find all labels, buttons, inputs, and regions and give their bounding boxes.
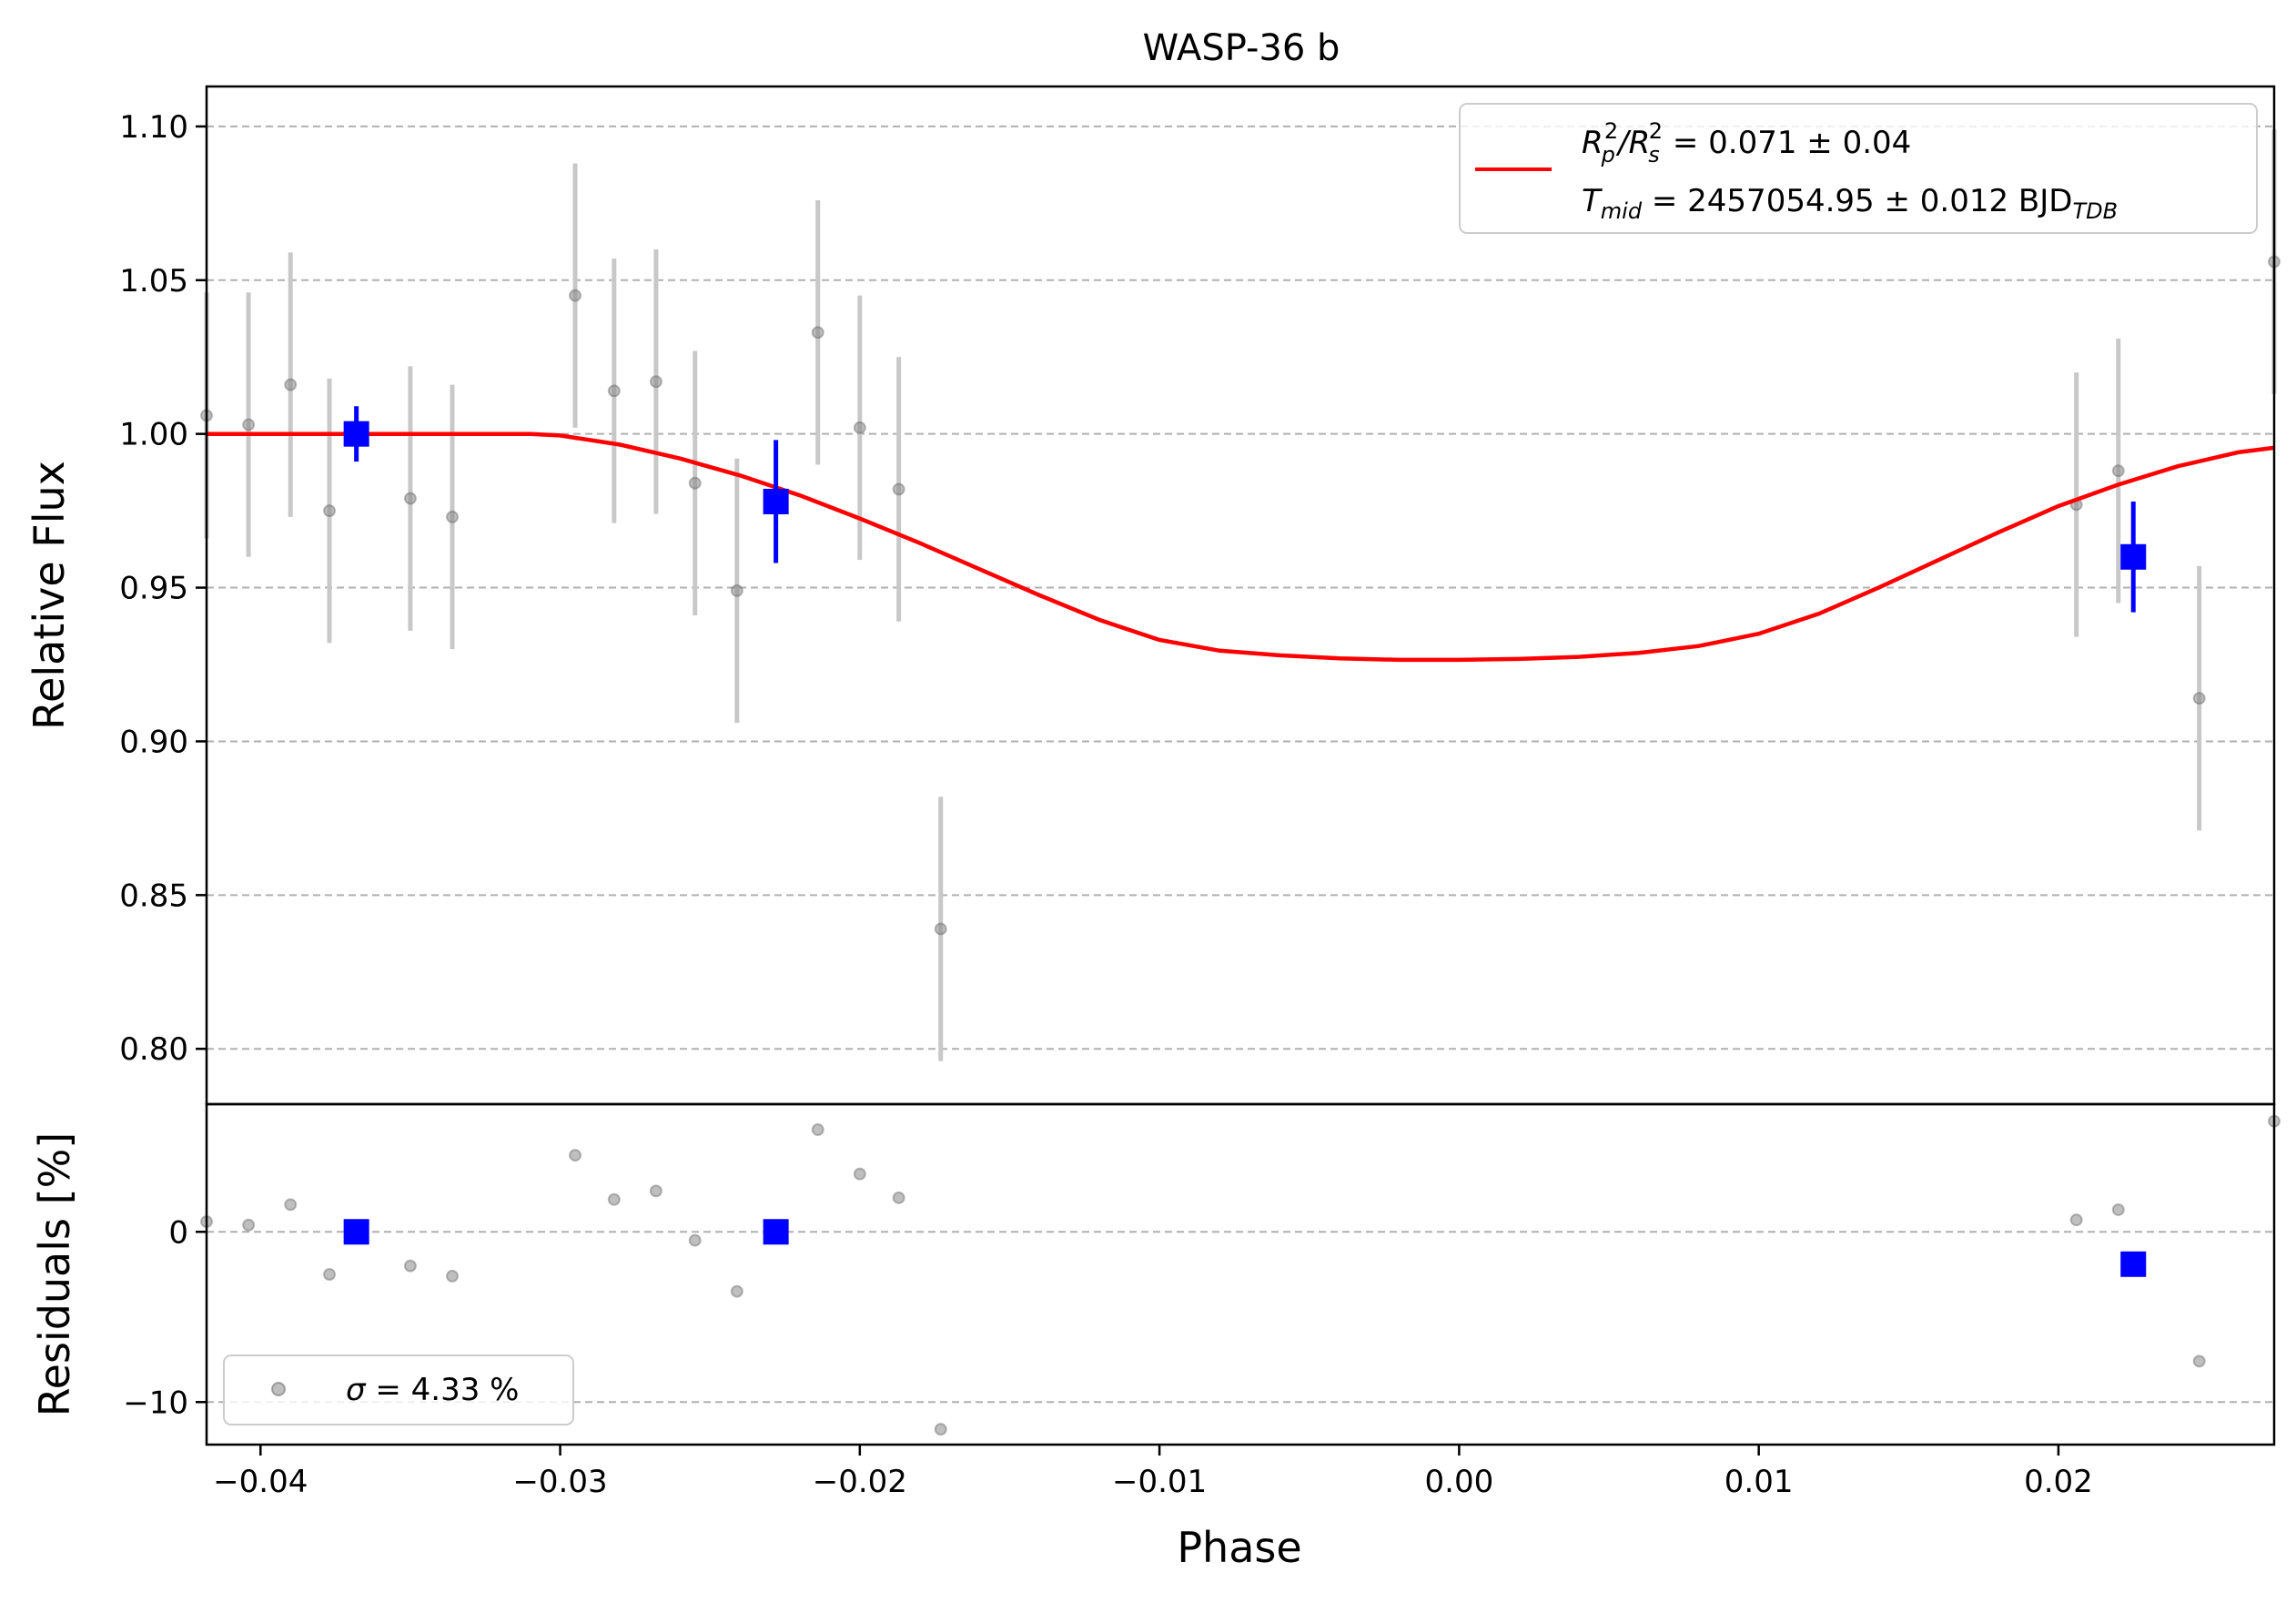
residual-point bbox=[2192, 1354, 2206, 1368]
residual-point bbox=[811, 1123, 824, 1137]
model-legend-box bbox=[1459, 103, 2258, 234]
raw-point bbox=[811, 326, 824, 340]
residual-point bbox=[853, 1167, 866, 1181]
y-tick-label: 0.95 bbox=[119, 571, 188, 607]
residual-point bbox=[730, 1284, 743, 1298]
bottom-y-label: Residuals [%] bbox=[30, 1132, 79, 1416]
sigma-legend: σ = 4.33 % bbox=[223, 1354, 574, 1425]
legend-depth-text: Rp2/Rs2 = 0.071 ± 0.04 bbox=[1582, 118, 1911, 167]
residuals-panel: −10 0 −0.04 −0.03 −0.02 −0.01 0.00 0.01 0.02 Re… bbox=[30, 1102, 2281, 1572]
residual-point bbox=[403, 1259, 417, 1273]
x-tick-label: 0.00 bbox=[1425, 1464, 1494, 1500]
x-axis-label: Phase bbox=[1177, 1523, 1301, 1572]
binned-residual bbox=[343, 1219, 369, 1245]
raw-point bbox=[284, 378, 298, 391]
residual-point bbox=[892, 1191, 905, 1204]
sigma-legend-text: σ = 4.33 % bbox=[346, 1372, 519, 1408]
top-grid bbox=[207, 125, 2274, 1050]
binned-residuals bbox=[343, 1219, 2147, 1277]
residual-point bbox=[649, 1184, 663, 1198]
raw-point bbox=[242, 418, 256, 431]
light-curve-panel: 0.80 0.85 0.90 0.95 1.00 1.05 1.10 Relative Fl… bbox=[25, 85, 2281, 1106]
raw-point bbox=[853, 421, 866, 434]
raw-point bbox=[730, 583, 743, 597]
residual-point bbox=[607, 1192, 621, 1206]
y-tick-label: 0.90 bbox=[119, 724, 188, 760]
chart-title: WASP-36 b bbox=[1143, 27, 1340, 69]
raw-point bbox=[2111, 464, 2125, 478]
bottom-y-ticks: −10 0 bbox=[123, 1214, 207, 1421]
residual-point bbox=[569, 1149, 582, 1162]
sigma-legend-box bbox=[223, 1354, 574, 1425]
residual-point bbox=[934, 1423, 947, 1436]
y-tick-label: 0.85 bbox=[119, 878, 188, 914]
raw-point bbox=[688, 476, 702, 490]
raw-point bbox=[446, 510, 460, 523]
residual-point bbox=[688, 1233, 702, 1247]
residual-point bbox=[2111, 1202, 2125, 1216]
residual-point bbox=[323, 1268, 337, 1281]
transit-model bbox=[207, 431, 2275, 663]
model-legend: Rp2/Rs2 = 0.071 ± 0.04 Tmid = 2457054.95… bbox=[1459, 103, 2258, 234]
residual-points bbox=[200, 1114, 2281, 1436]
binned-point bbox=[343, 421, 369, 447]
top-axes-frame bbox=[205, 85, 2276, 1106]
y-tick-label: 1.00 bbox=[119, 417, 188, 453]
binned-residual bbox=[2120, 1251, 2147, 1277]
binned-points bbox=[343, 406, 2147, 613]
y-tick-label: −10 bbox=[123, 1385, 188, 1421]
binned-point bbox=[763, 488, 789, 514]
y-tick-label: 0.80 bbox=[119, 1031, 188, 1068]
top-y-ticks: 0.80 0.85 0.90 0.95 1.00 1.05 1.10 bbox=[119, 109, 207, 1068]
binned-residual bbox=[763, 1219, 789, 1245]
residual-point bbox=[2069, 1213, 2083, 1227]
x-tick-label: −0.02 bbox=[813, 1464, 907, 1500]
raw-point bbox=[607, 384, 621, 398]
sigma-legend-marker bbox=[271, 1382, 286, 1396]
x-tick-label: 0.01 bbox=[1725, 1464, 1794, 1500]
x-tick-label: −0.04 bbox=[213, 1464, 308, 1500]
raw-point bbox=[934, 922, 947, 936]
binned-point bbox=[2120, 543, 2147, 570]
residual-point bbox=[284, 1198, 298, 1212]
x-ticks: −0.04 −0.03 −0.02 −0.01 0.00 0.01 0.02 bbox=[213, 1445, 2093, 1500]
raw-point bbox=[403, 492, 417, 505]
residual-point bbox=[242, 1218, 256, 1232]
raw-point bbox=[323, 504, 337, 518]
bottom-axes-frame bbox=[205, 1102, 2276, 1446]
raw-point bbox=[649, 375, 663, 389]
raw-point bbox=[892, 482, 905, 496]
x-tick-label: −0.03 bbox=[512, 1464, 607, 1500]
raw-point bbox=[2192, 692, 2206, 705]
legend-tmid-text: Tmid = 2457054.95 ± 0.012 BJDTDB bbox=[1582, 183, 2118, 224]
y-tick-label: 0 bbox=[168, 1214, 188, 1251]
raw-points bbox=[200, 129, 2281, 1061]
x-tick-label: 0.02 bbox=[2024, 1464, 2093, 1500]
model-curve bbox=[207, 431, 2275, 663]
y-tick-label: 1.05 bbox=[119, 263, 188, 299]
residual-point bbox=[446, 1269, 460, 1283]
y-tick-label: 1.10 bbox=[119, 109, 188, 146]
raw-point bbox=[569, 289, 582, 302]
x-tick-label: −0.01 bbox=[1112, 1464, 1207, 1500]
top-y-label: Relative Flux bbox=[25, 461, 74, 730]
